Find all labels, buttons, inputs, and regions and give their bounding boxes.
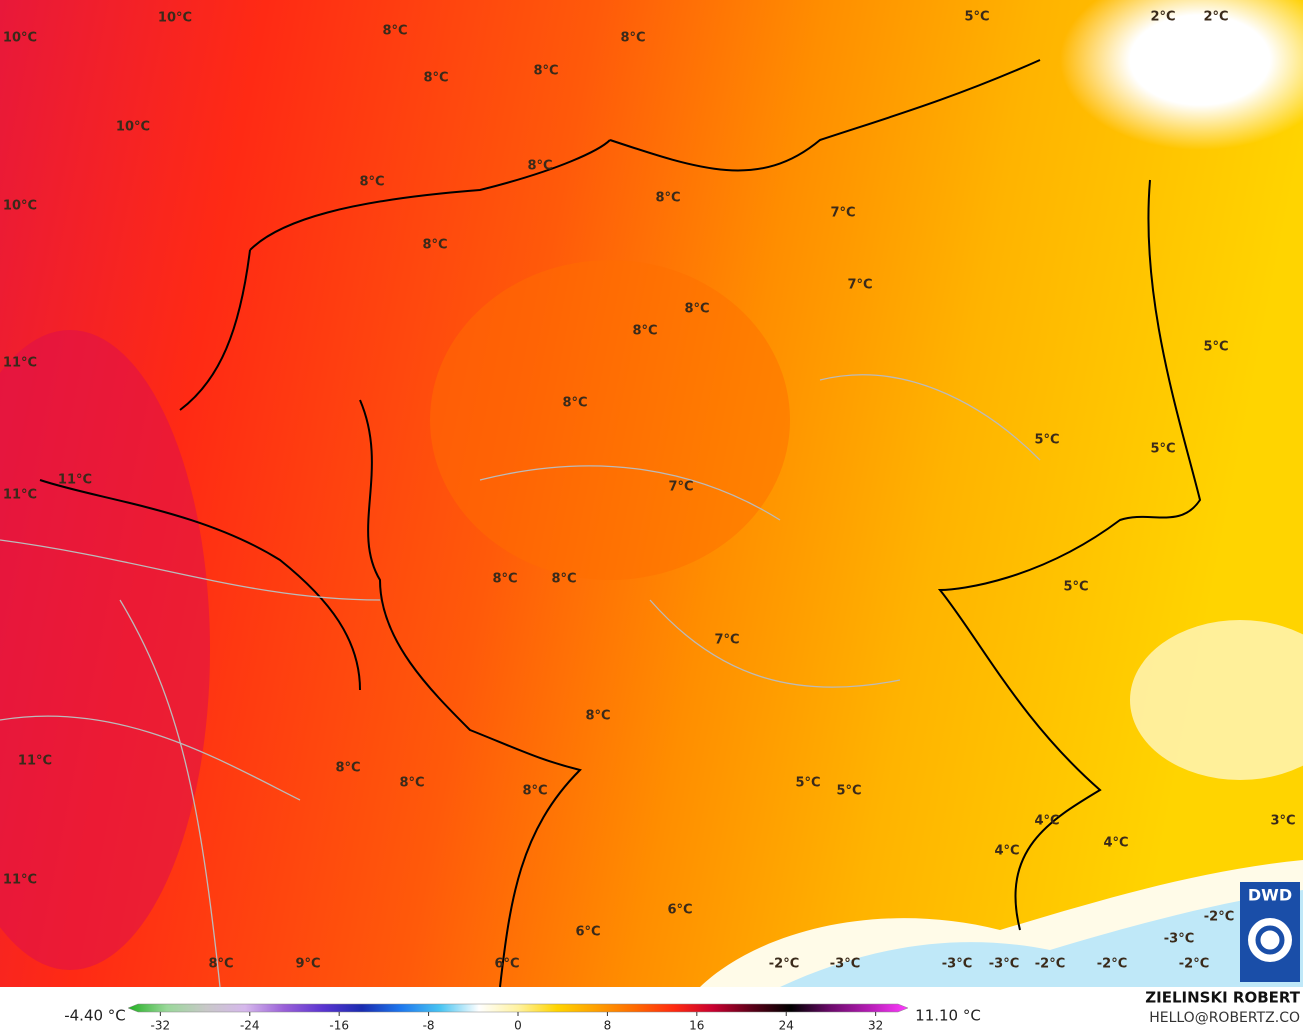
temperature-label: 5°C [1034, 433, 1059, 448]
temperature-label: 5°C [964, 10, 989, 25]
temperature-label: 8°C [562, 396, 587, 411]
temperature-label: 8°C [684, 302, 709, 317]
temperature-label: 8°C [208, 957, 233, 972]
temperature-label: 7°C [830, 206, 855, 221]
colorbar-bar [127, 1003, 909, 1013]
colorbar-tick-label: -16 [329, 1019, 349, 1033]
temperature-label: 8°C [551, 572, 576, 587]
temperature-label: 6°C [667, 903, 692, 918]
colorbar-tick-label: -8 [423, 1019, 435, 1033]
temperature-label: -3°C [1164, 932, 1194, 947]
temperature-label: 8°C [527, 159, 552, 174]
temperature-label: 10°C [116, 120, 150, 135]
temperature-label: 7°C [714, 633, 739, 648]
logo-text: DWD [1248, 886, 1292, 905]
temperature-label: 11°C [3, 488, 37, 503]
temperature-label: 5°C [1203, 340, 1228, 355]
temperature-label: 5°C [795, 776, 820, 791]
temperature-label: -3°C [989, 957, 1019, 972]
temperature-label: 5°C [836, 784, 861, 799]
credit-name: ZIELINSKI ROBERT [1145, 989, 1300, 1007]
temperature-label: 10°C [3, 31, 37, 46]
temperature-label: 10°C [158, 11, 192, 26]
temperature-label: 8°C [632, 324, 657, 339]
temperature-label: 8°C [522, 784, 547, 799]
colorbar-tick-label: 24 [779, 1019, 794, 1033]
temperature-label: 8°C [423, 71, 448, 86]
temperature-label: 4°C [994, 844, 1019, 859]
temperature-label: 8°C [533, 64, 558, 79]
temperature-label: 11°C [3, 873, 37, 888]
temperature-label: -2°C [1097, 957, 1127, 972]
temperature-label: 6°C [494, 957, 519, 972]
max-label: 11.10 °C [915, 1007, 981, 1025]
min-label: -4.40 °C [64, 1007, 126, 1025]
temperature-label: 8°C [382, 24, 407, 39]
colorbar-tick-label: -32 [151, 1019, 171, 1033]
colorbar-tick-label: 16 [689, 1019, 704, 1033]
logo-swirl-inner [1255, 925, 1285, 955]
temperature-label: -2°C [1035, 957, 1065, 972]
colorbar-tick-label: 8 [604, 1019, 612, 1033]
temperature-label: 4°C [1034, 814, 1059, 829]
temperature-label: 3°C [1270, 814, 1295, 829]
temperature-label: 11°C [58, 473, 92, 488]
temperature-label: 8°C [585, 709, 610, 724]
temperature-label: 5°C [1063, 580, 1088, 595]
temperature-label: 6°C [575, 925, 600, 940]
temperature-label: 5°C [1150, 442, 1175, 457]
temperature-label: 7°C [847, 278, 872, 293]
credit-contact: HELLO@ROBERTZ.CO [1149, 1010, 1300, 1026]
temperature-label: 8°C [422, 238, 447, 253]
temperature-label: -3°C [942, 957, 972, 972]
temperature-label: 8°C [399, 776, 424, 791]
map: 10°C 10°C 8°C 8°C 8°C 8°C 5°C 2°C 2°C 10°C 8°C 8°C 8… [0, 0, 1303, 988]
logo-swirl [1248, 918, 1292, 962]
colorbar-tick-label: 32 [868, 1019, 883, 1033]
temperature-label: -2°C [1204, 910, 1234, 925]
colorbar-tick-label: 0 [514, 1019, 522, 1033]
temperature-label: 9°C [295, 957, 320, 972]
colorbar: -4.40 °C 11.10 °C -32 -24 -16 -8 0 8 16 24 32 [64, 1003, 981, 1033]
temperature-label: 10°C [3, 199, 37, 214]
temperature-label: 2°C [1150, 10, 1175, 25]
temperature-label: 8°C [620, 31, 645, 46]
temperature-label: 11°C [18, 754, 52, 769]
temperature-label: -2°C [769, 957, 799, 972]
temperature-label: 4°C [1103, 836, 1128, 851]
temperature-label: 7°C [668, 480, 693, 495]
temperature-label: 8°C [492, 572, 517, 587]
colorbar-tick-label: -24 [240, 1019, 260, 1033]
temperature-label: 11°C [3, 356, 37, 371]
temperature-label: 8°C [655, 191, 680, 206]
temperature-label: 2°C [1203, 10, 1228, 25]
temperature-label: -2°C [1179, 957, 1209, 972]
temperature-label: 8°C [359, 175, 384, 190]
temperature-label: 8°C [335, 761, 360, 776]
temperature-label: -3°C [830, 957, 860, 972]
